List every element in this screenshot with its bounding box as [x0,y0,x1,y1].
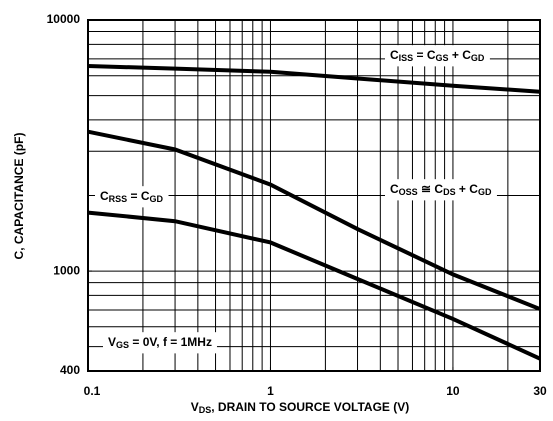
text-part: V [191,400,199,414]
x-tick-label: 0.1 [84,384,101,398]
subscript: DS [443,187,456,197]
label: CRSS = CGD [100,189,164,204]
y-tick-label: 1000 [53,263,80,277]
text-part: = 0V, f = 1MHz [129,335,212,349]
subscript: GD [150,194,164,204]
subscript: ISS [399,53,414,63]
plot-frame [87,19,541,372]
line-series [87,210,541,361]
x-tick-label: 10 [446,384,460,398]
text-part: C [100,189,109,203]
text-part: + C [449,48,472,62]
subscript: OSS [399,187,418,197]
text-part: ≅ C [418,182,444,196]
subscript: GS [116,340,129,350]
x-tick-label: 1 [267,384,274,398]
y-tick-label: 400 [60,363,80,377]
label-bg [95,186,169,208]
text-part: = C [127,189,150,203]
subscript: GS [436,53,449,63]
subscript: GD [478,187,492,197]
label-bg [385,45,490,67]
label: COSS ≅ CDS + CGD [390,182,492,197]
subscript: GD [471,53,485,63]
text-part: = C [413,48,436,62]
y-tick-label: 10000 [47,12,81,26]
text-part: C [390,182,399,196]
text-part: V [108,335,116,349]
text-part: , DRAIN TO SOURCE VOLTAGE (V) [211,400,409,414]
label-bg [103,332,217,354]
label: VGS = 0V, f = 1MHz [108,335,212,350]
y-axis-label: C, CAPACITANCE (pF) [12,133,26,260]
line-series [87,129,541,311]
subscript: DS [199,405,212,415]
label: VDS, DRAIN TO SOURCE VOLTAGE (V) [191,400,410,415]
label: CISS = CGS + CGD [390,48,485,63]
x-tick-label: 30 [533,384,547,398]
text-part: + C [456,182,479,196]
subscript: RSS [109,194,128,204]
line-series [87,63,541,94]
text-part: C [390,48,399,62]
label-bg [385,179,497,201]
